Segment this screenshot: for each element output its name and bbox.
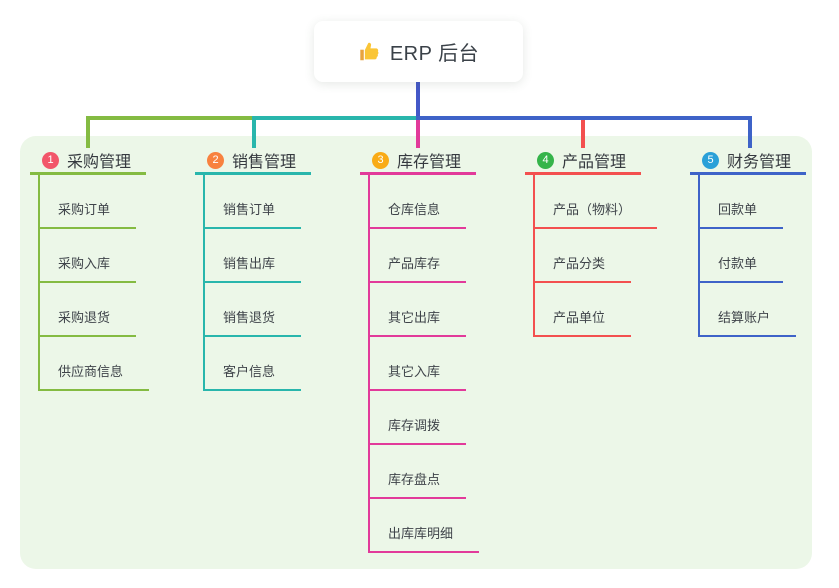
leaf-node[interactable]: 出库库明细 — [370, 523, 480, 553]
branch-items-product: 产品（物料） 产品分类 产品单位 — [533, 175, 658, 337]
branch-node-inventory[interactable]: 3 库存管理 — [360, 148, 476, 175]
leaf-row: 采购入库 — [40, 229, 149, 283]
connector-drop-inventory — [416, 120, 420, 148]
leaf-row: 产品库存 — [370, 229, 479, 283]
branch-number-badge: 2 — [207, 151, 224, 169]
leaf-row: 出库库明细 — [370, 499, 480, 553]
branch-label: 销售管理 — [232, 154, 297, 171]
leaf-node[interactable]: 其它出库 — [370, 307, 467, 337]
branch-finance: 5 财务管理 回款单 付款单 结算账户 — [690, 148, 806, 337]
leaf-row: 结算账户 — [700, 283, 806, 337]
leaf-node[interactable]: 仓库信息 — [370, 199, 467, 229]
branch-items-sales: 销售订单 销售出库 销售退货 客户信息 — [203, 175, 311, 391]
branch-items-inventory: 仓库信息 产品库存 其它出库 其它入库 库存调拨 库存盘点 出库库明细 — [368, 175, 480, 553]
connector-drop-sales — [252, 116, 256, 148]
branch-product: 4 产品管理 产品（物料） 产品分类 产品单位 — [525, 148, 658, 337]
leaf-row: 销售出库 — [205, 229, 311, 283]
leaf-row: 供应商信息 — [40, 337, 150, 391]
leaf-node[interactable]: 产品（物料） — [535, 199, 658, 229]
connector-h-finance — [416, 116, 752, 120]
leaf-row: 产品（物料） — [535, 175, 658, 229]
branch-node-finance[interactable]: 5 财务管理 — [690, 148, 806, 175]
leaf-row: 其它出库 — [370, 283, 479, 337]
leaf-node[interactable]: 销售订单 — [205, 199, 302, 229]
leaf-node[interactable]: 采购订单 — [40, 199, 137, 229]
leaf-row: 仓库信息 — [370, 175, 479, 229]
leaf-row: 其它入库 — [370, 337, 479, 391]
branch-label: 财务管理 — [727, 154, 792, 171]
leaf-node[interactable]: 结算账户 — [700, 307, 797, 337]
branch-number-badge: 1 — [42, 151, 59, 169]
leaf-node[interactable]: 销售出库 — [205, 253, 302, 283]
thumbs-up-icon — [358, 41, 380, 63]
leaf-node[interactable]: 产品分类 — [535, 253, 632, 283]
connector-drop-purchase — [86, 116, 90, 148]
branch-number-badge: 4 — [537, 151, 554, 169]
leaf-row: 客户信息 — [205, 337, 311, 391]
branch-label: 库存管理 — [397, 154, 462, 171]
leaf-row: 产品单位 — [535, 283, 657, 337]
branch-number-badge: 5 — [702, 151, 719, 169]
leaf-row: 库存盘点 — [370, 445, 479, 499]
leaf-node[interactable]: 采购退货 — [40, 307, 137, 337]
branch-label: 采购管理 — [67, 154, 132, 171]
root-title: ERP 后台 — [389, 43, 480, 65]
leaf-node[interactable]: 销售退货 — [205, 307, 302, 337]
root-connector-line — [416, 82, 420, 117]
branch-items-purchase: 采购订单 采购入库 采购退货 供应商信息 — [38, 175, 150, 391]
root-node[interactable]: ERP 后台 — [314, 21, 523, 82]
leaf-node[interactable]: 采购入库 — [40, 253, 137, 283]
branch-node-purchase[interactable]: 1 采购管理 — [30, 148, 146, 175]
branch-sales: 2 销售管理 销售订单 销售出库 销售退货 客户信息 — [195, 148, 311, 391]
leaf-node[interactable]: 库存调拨 — [370, 415, 467, 445]
leaf-node[interactable]: 产品库存 — [370, 253, 467, 283]
connector-h-sales — [252, 116, 418, 120]
leaf-node[interactable]: 供应商信息 — [40, 361, 150, 391]
branch-node-sales[interactable]: 2 销售管理 — [195, 148, 311, 175]
branch-purchase: 1 采购管理 采购订单 采购入库 采购退货 供应商信息 — [30, 148, 150, 391]
connector-h-purchase — [86, 116, 252, 120]
leaf-row: 销售订单 — [205, 175, 311, 229]
leaf-row: 采购退货 — [40, 283, 149, 337]
leaf-row: 产品分类 — [535, 229, 657, 283]
leaf-row: 回款单 — [700, 175, 806, 229]
leaf-row: 采购订单 — [40, 175, 149, 229]
connector-drop-finance — [748, 116, 752, 148]
leaf-row: 付款单 — [700, 229, 806, 283]
leaf-node[interactable]: 付款单 — [700, 253, 784, 283]
branch-items-finance: 回款单 付款单 结算账户 — [698, 175, 806, 337]
branches-panel — [20, 136, 812, 569]
connector-drop-product — [581, 120, 585, 148]
leaf-node[interactable]: 其它入库 — [370, 361, 467, 391]
branch-node-product[interactable]: 4 产品管理 — [525, 148, 641, 175]
leaf-row: 库存调拨 — [370, 391, 479, 445]
branch-number-badge: 3 — [372, 151, 389, 169]
leaf-node[interactable]: 库存盘点 — [370, 469, 467, 499]
leaf-node[interactable]: 客户信息 — [205, 361, 302, 391]
leaf-node[interactable]: 产品单位 — [535, 307, 632, 337]
branch-label: 产品管理 — [562, 154, 627, 171]
branch-inventory: 3 库存管理 仓库信息 产品库存 其它出库 其它入库 库存调拨 库存盘点 出库库… — [360, 148, 480, 553]
leaf-row: 销售退货 — [205, 283, 311, 337]
leaf-node[interactable]: 回款单 — [700, 199, 784, 229]
